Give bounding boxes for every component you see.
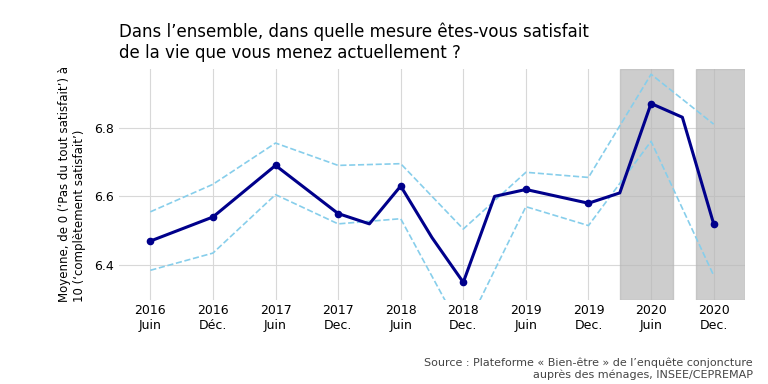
Y-axis label: Moyenne, de 0 (‘Pas du tout satisfait’) à
10 (‘complètement satisfait’): Moyenne, de 0 (‘Pas du tout satisfait’) … <box>58 66 86 302</box>
Text: Source : Plateforme « Bien-être » de l’enquête conjoncture
auprès des ménages, I: Source : Plateforme « Bien-être » de l’e… <box>424 358 753 380</box>
Bar <box>620 69 673 300</box>
Text: Dans l’ensemble, dans quelle mesure êtes-vous satisfait
de la vie que vous menez: Dans l’ensemble, dans quelle mesure êtes… <box>119 23 589 62</box>
Bar <box>696 69 745 300</box>
